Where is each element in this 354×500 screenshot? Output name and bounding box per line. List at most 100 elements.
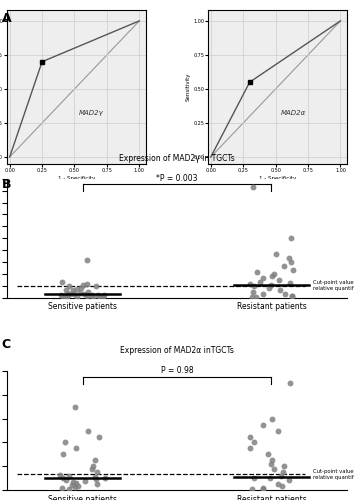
Point <box>101 291 107 299</box>
Point <box>268 281 274 289</box>
Text: P = 0.98: P = 0.98 <box>161 366 193 376</box>
Point <box>64 292 70 300</box>
Point <box>66 282 72 290</box>
Text: MAD2γ: MAD2γ <box>79 110 104 116</box>
Point <box>65 290 71 298</box>
Title: Expression of MAD2α inTGCTs: Expression of MAD2α inTGCTs <box>120 346 234 355</box>
Point <box>253 293 259 301</box>
Point <box>282 290 288 298</box>
Point <box>279 482 285 490</box>
X-axis label: 1 - Specificity: 1 - Specificity <box>259 176 296 180</box>
Point <box>67 290 73 298</box>
Point <box>278 472 284 480</box>
Point <box>267 474 273 482</box>
Point <box>286 254 292 262</box>
Point <box>60 292 65 300</box>
Point <box>271 270 276 278</box>
X-axis label: 1 - Specificity: 1 - Specificity <box>58 176 95 180</box>
Point <box>78 284 84 292</box>
Point <box>90 462 96 470</box>
Point <box>72 483 78 491</box>
Point <box>62 438 68 446</box>
Point <box>70 289 76 297</box>
Point <box>290 292 295 300</box>
Text: Area under ROC curve = 0.69883: Area under ROC curve = 0.69883 <box>8 207 74 211</box>
Point <box>247 432 253 440</box>
Point <box>250 288 256 296</box>
Point <box>58 291 64 299</box>
Point <box>71 290 76 298</box>
Point <box>69 481 75 489</box>
Point <box>247 280 253 287</box>
Point <box>289 292 295 300</box>
Text: Area under ROC curve = 0.59882: Area under ROC curve = 0.59882 <box>210 207 275 211</box>
Point <box>249 486 255 494</box>
Point <box>89 464 95 472</box>
Point <box>66 485 72 493</box>
Point <box>73 444 79 452</box>
Point <box>85 426 91 434</box>
Point <box>82 477 87 485</box>
Point <box>289 258 294 266</box>
Point <box>260 485 266 493</box>
Point <box>251 474 257 482</box>
Point <box>70 286 76 294</box>
Y-axis label: Sensitivity: Sensitivity <box>185 72 190 101</box>
Point <box>281 262 287 270</box>
Text: *P = 0.003: *P = 0.003 <box>156 174 198 183</box>
Point <box>286 476 292 484</box>
Text: A: A <box>2 12 11 26</box>
Point <box>281 462 286 470</box>
Point <box>251 282 257 290</box>
Point <box>63 476 69 484</box>
Point <box>96 292 102 300</box>
Point <box>66 472 72 480</box>
Point <box>273 250 279 258</box>
Point <box>249 293 255 301</box>
Point <box>277 286 282 294</box>
Point <box>92 473 98 481</box>
Text: B: B <box>2 178 11 190</box>
Point <box>81 290 87 298</box>
Point <box>85 288 91 296</box>
Text: Cut-point value of
relative quantification: Cut-point value of relative quantificati… <box>313 468 354 480</box>
Point <box>96 432 102 440</box>
Point <box>287 278 293 286</box>
Point <box>287 379 293 387</box>
Point <box>74 285 79 293</box>
Point <box>247 444 253 452</box>
Point <box>61 450 66 458</box>
Point <box>72 403 78 411</box>
Point <box>275 426 280 434</box>
Point <box>100 293 106 301</box>
Point <box>84 292 90 300</box>
Point <box>70 478 75 486</box>
Point <box>59 278 65 285</box>
Point <box>85 256 90 264</box>
Title: Expression of MAD2γ in TGCTs: Expression of MAD2γ in TGCTs <box>119 154 235 162</box>
Point <box>254 268 260 276</box>
Text: MAD2α: MAD2α <box>280 110 306 116</box>
Point <box>260 274 266 282</box>
Point <box>266 284 272 292</box>
Point <box>92 456 98 464</box>
Point <box>250 182 256 190</box>
Point <box>90 292 96 300</box>
Point <box>65 290 71 298</box>
Point <box>95 480 100 488</box>
Point <box>290 266 296 274</box>
Point <box>288 234 293 242</box>
Point <box>94 468 100 476</box>
Point <box>89 291 95 299</box>
Point <box>258 278 263 285</box>
Point <box>272 464 277 472</box>
Point <box>95 290 101 298</box>
Point <box>265 450 271 458</box>
Point <box>269 414 275 422</box>
Text: Cut-point value of
relative quantification: Cut-point value of relative quantificati… <box>313 280 354 291</box>
Text: C: C <box>2 338 11 350</box>
Point <box>80 281 86 289</box>
Point <box>280 468 286 476</box>
Point <box>270 456 275 464</box>
Point <box>269 272 275 280</box>
